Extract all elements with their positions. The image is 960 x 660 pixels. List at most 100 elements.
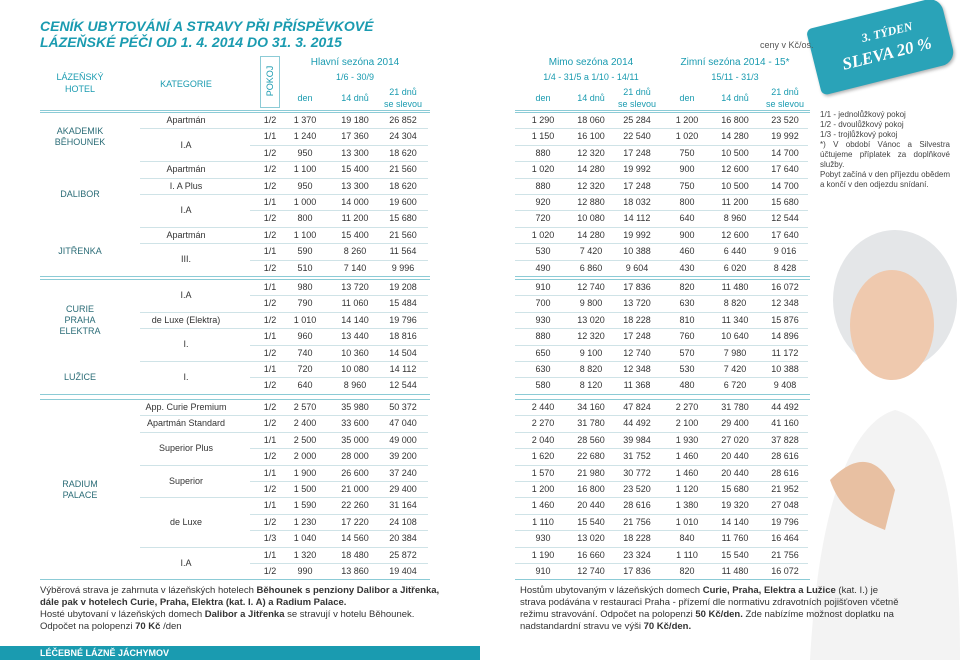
row-separator <box>515 161 808 163</box>
price: 640 <box>679 213 695 224</box>
price: 15 540 <box>577 516 605 527</box>
row-separator <box>515 361 808 362</box>
price: 9 016 <box>773 246 797 257</box>
price: 12 880 <box>577 197 605 207</box>
price: 28 616 <box>623 500 651 511</box>
price: 1 460 <box>675 467 699 478</box>
price: 27 020 <box>721 434 749 445</box>
price: 1 500 <box>293 484 317 494</box>
room-type: 1/1 <box>263 131 277 142</box>
price: 11 172 <box>771 347 799 358</box>
price: 21 952 <box>771 484 799 494</box>
column-header: 14 dnů <box>341 93 369 103</box>
price: 10 388 <box>771 364 799 374</box>
price: 16 072 <box>771 566 799 576</box>
text-run: se stravují v hotelu Běhounek. <box>284 609 415 620</box>
price: 8 120 <box>579 380 603 391</box>
column-header: den <box>679 93 695 103</box>
price: 20 440 <box>721 451 749 462</box>
room-type: 1/2 <box>263 566 277 576</box>
price: 17 640 <box>771 229 799 240</box>
paragraph: Hostům ubytovaným v lázeňských domech Cu… <box>520 585 900 633</box>
price: 1 020 <box>531 229 555 240</box>
price: 1 010 <box>293 314 317 325</box>
row-separator <box>515 563 808 564</box>
price: 13 720 <box>623 298 651 309</box>
price: 11 340 <box>721 314 749 325</box>
price: 22 260 <box>341 500 369 511</box>
row-separator <box>515 513 808 515</box>
price: 2 270 <box>531 418 555 429</box>
room-type: 1/2 <box>263 402 277 412</box>
price: 810 <box>679 314 695 325</box>
text-run: Výběrová strava je zahrnuta v lázeňských… <box>40 585 257 596</box>
season-name: Hlavní sezóna 2014 <box>310 57 400 68</box>
price: 11 480 <box>721 566 749 576</box>
price: 19 992 <box>623 164 651 175</box>
price: 17 220 <box>341 516 369 527</box>
price: 24 108 <box>389 516 417 527</box>
price: 8 960 <box>723 213 747 224</box>
text-run: Zde nabízíme možnost doplatku na nadstan… <box>520 609 894 632</box>
row-separator <box>140 431 428 433</box>
category: de Luxe <box>169 516 203 527</box>
price: 480 <box>679 380 695 391</box>
hotel-name: CURIE <box>65 304 94 314</box>
price: 39 200 <box>389 451 417 462</box>
price: 20 440 <box>721 467 749 478</box>
price: 8 260 <box>343 246 367 257</box>
category: I. A Plus <box>169 180 203 191</box>
price: 31 780 <box>577 418 605 429</box>
price: 1 200 <box>675 115 699 125</box>
price: 490 <box>535 262 551 273</box>
price: 14 280 <box>577 229 605 240</box>
price: 840 <box>679 533 695 544</box>
price: 1 000 <box>293 197 317 207</box>
row-separator <box>140 177 428 179</box>
text-run: (kat. I.) je strava podávána v restaurac… <box>520 585 899 620</box>
price: 1 230 <box>293 516 317 527</box>
price: 910 <box>535 282 551 292</box>
price: 14 112 <box>623 213 651 224</box>
price: 15 680 <box>721 484 749 494</box>
price: 19 320 <box>721 500 749 511</box>
column-header: 14 dnů <box>577 93 605 103</box>
price: 980 <box>297 282 313 292</box>
price: 10 360 <box>341 347 369 358</box>
price: 630 <box>679 298 695 309</box>
price: 47 824 <box>623 402 651 412</box>
note: *) V období Vánoc a Silvestra účtujeme p… <box>820 140 950 169</box>
price: 2 570 <box>293 402 317 412</box>
price: 16 800 <box>721 115 749 125</box>
row-separator <box>515 399 810 400</box>
price: 16 072 <box>771 282 799 292</box>
price: 2 040 <box>531 434 555 445</box>
price: 1 040 <box>293 533 317 544</box>
row-separator <box>40 393 430 395</box>
season-name: Mimo sezóna 2014 <box>548 57 634 68</box>
price: 8 428 <box>773 262 797 273</box>
price: 13 300 <box>341 180 369 191</box>
price: 9 408 <box>773 380 797 391</box>
price: 15 876 <box>771 314 799 325</box>
price: 22 540 <box>623 131 651 142</box>
price: 1 460 <box>675 451 699 462</box>
price: 1 200 <box>531 484 555 494</box>
row-separator <box>250 344 428 346</box>
photo <box>810 230 960 660</box>
room-type: 1/2 <box>263 451 277 462</box>
price: 1 570 <box>531 467 555 478</box>
price: 2 100 <box>675 418 699 429</box>
column-header: se slevou <box>765 99 805 109</box>
price: 33 600 <box>341 418 369 429</box>
price: 9 800 <box>579 298 603 309</box>
price: 20 384 <box>389 533 417 544</box>
face <box>850 270 934 380</box>
room-type: 1/1 <box>263 467 277 478</box>
price: 11 564 <box>389 246 417 257</box>
price: 630 <box>535 364 551 374</box>
row-separator <box>250 377 428 379</box>
price: 14 280 <box>577 164 605 175</box>
price: 720 <box>297 364 313 374</box>
category: I.A <box>180 290 192 301</box>
